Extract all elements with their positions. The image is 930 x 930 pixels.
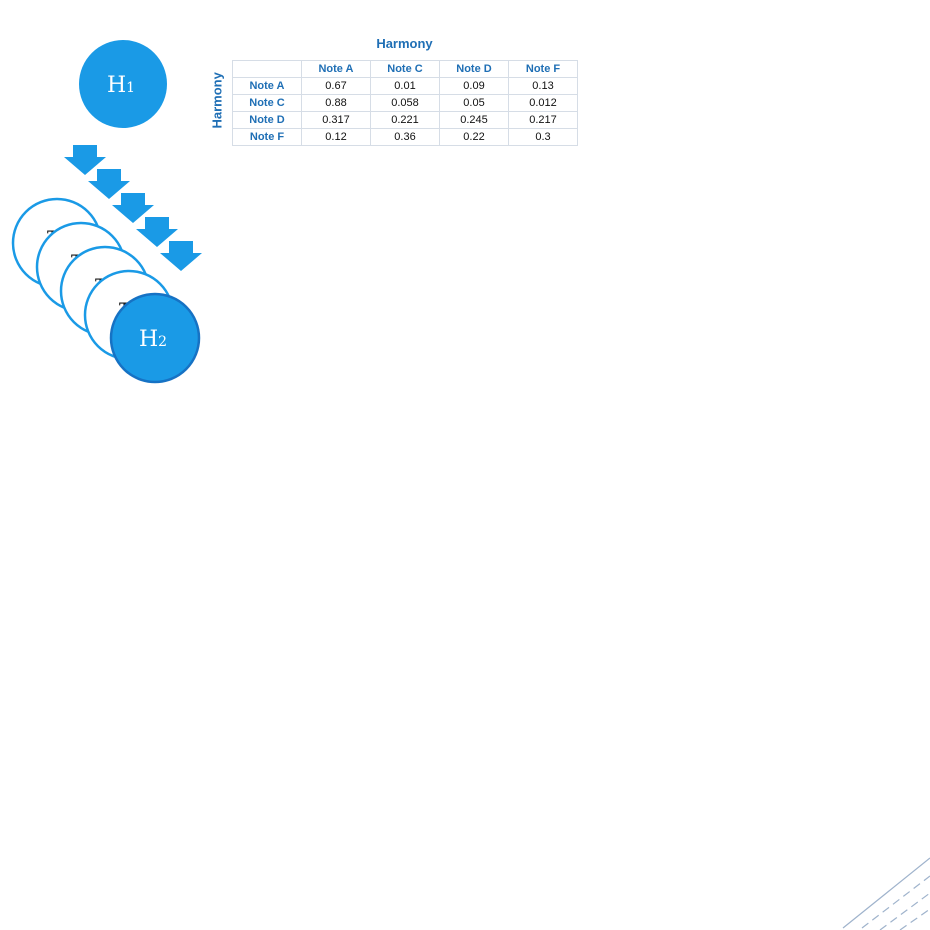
matrix-row-header: Note C <box>232 94 302 112</box>
matrix-row-header: Note A <box>232 77 302 95</box>
arrow-down-icon <box>160 241 202 271</box>
matrix-cell: 0.13 <box>508 77 578 95</box>
decor-line <box>842 857 930 929</box>
decor-line <box>899 908 930 930</box>
matrix-cell: 0.245 <box>439 111 509 129</box>
matrix-header-row: Note A Note C Note D Note F <box>232 60 578 78</box>
matrix-corner-cell <box>232 60 302 78</box>
matrix-col-header: Note C <box>370 60 440 78</box>
matrix-cell: 0.01 <box>370 77 440 95</box>
matrix-cell: 0.221 <box>370 111 440 129</box>
node-h2: H2 <box>109 292 201 384</box>
node-h2-label: H2 <box>139 327 167 352</box>
matrix-cell: 0.217 <box>508 111 578 129</box>
arrow-down-icon <box>64 145 106 175</box>
node-h1-label: H1 <box>107 73 135 98</box>
matrix-row-header: Note F <box>232 128 302 146</box>
decor-line <box>879 892 930 930</box>
matrix-cell: 0.22 <box>439 128 509 146</box>
matrix-row: Note F 0.12 0.36 0.22 0.3 <box>232 128 578 146</box>
matrix-row-header: Note D <box>232 111 302 129</box>
node-h1-circle <box>79 40 167 128</box>
matrix-side-label: Harmony <box>209 72 225 129</box>
decor-line <box>861 875 930 929</box>
matrix-cell: 0.058 <box>370 94 440 112</box>
matrix-cell: 0.09 <box>439 77 509 95</box>
matrix-cell: 0.05 <box>439 94 509 112</box>
arrow-down-icon <box>112 193 154 223</box>
matrix-col-header: Note F <box>508 60 578 78</box>
arrow-down-icon <box>136 217 178 247</box>
matrix-row: Note C 0.88 0.058 0.05 0.012 <box>232 94 578 112</box>
matrix-cell: 0.3 <box>508 128 578 146</box>
node-h2-circle <box>109 292 201 384</box>
arrow-down-icon <box>88 169 130 199</box>
matrix-cell: 0.012 <box>508 94 578 112</box>
harmony-matrix: Note A Note C Note D Note F Note A 0.67 … <box>232 60 578 146</box>
matrix-cell: 0.67 <box>301 77 371 95</box>
node-h1: H1 <box>79 40 167 128</box>
matrix-title: Harmony <box>376 36 433 51</box>
corner-decoration <box>842 857 930 930</box>
matrix-cell: 0.317 <box>301 111 371 129</box>
matrix-row: Note A 0.67 0.01 0.09 0.13 <box>232 77 578 95</box>
matrix-col-header: Note D <box>439 60 509 78</box>
transition-arrows <box>64 145 202 271</box>
matrix-col-header: Note A <box>301 60 371 78</box>
matrix-cell: 0.36 <box>370 128 440 146</box>
matrix-cell: 0.88 <box>301 94 371 112</box>
matrix-row: Note D 0.317 0.221 0.245 0.217 <box>232 111 578 129</box>
matrix-cell: 0.12 <box>301 128 371 146</box>
